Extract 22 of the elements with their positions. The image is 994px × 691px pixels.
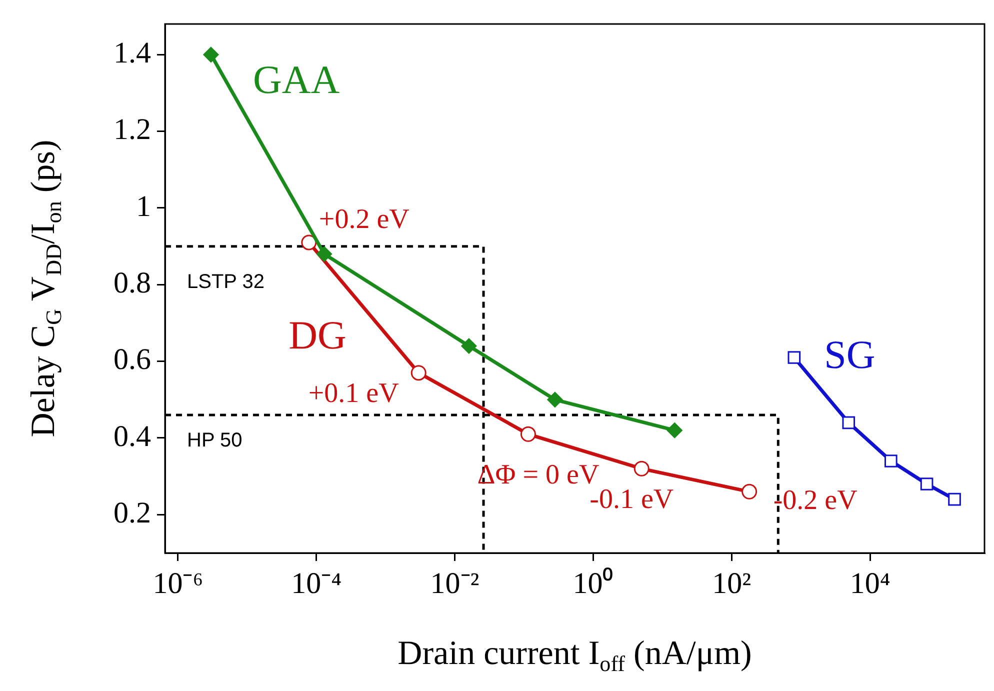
- y-tick-label: 1.4: [114, 36, 151, 70]
- y-axis-title: Delay CG VDD/Ion (ps): [24, 140, 66, 438]
- y-tick-label: 0.4: [114, 420, 151, 453]
- annotation: -0.2 eV: [773, 485, 858, 516]
- x-tick-label: 10⁰: [572, 566, 614, 600]
- series-label: GAA: [252, 57, 340, 102]
- y-tick-label: 1: [136, 190, 151, 223]
- annotation: +0.2 eV: [318, 204, 410, 235]
- series-label: DG: [288, 312, 346, 358]
- x-tick-label: 10²: [712, 566, 752, 600]
- y-tick-label: 0.6: [114, 343, 151, 376]
- y-tick-label: 0.8: [114, 266, 151, 300]
- series-label: SG: [824, 332, 876, 377]
- y-tick-label: 0.2: [114, 496, 151, 530]
- annotation: +0.1 eV: [308, 378, 399, 410]
- series-label: HP 50: [187, 430, 242, 452]
- x-tick-label: 10⁻⁶: [152, 566, 204, 600]
- x-tick-label: 10⁴: [850, 566, 890, 600]
- x-tick-label: 10⁻⁴: [291, 566, 342, 600]
- x-tick-label: 10⁻²: [430, 566, 480, 600]
- series-label: LSTP 32: [187, 270, 264, 293]
- y-tick-label: 1.2: [114, 113, 151, 146]
